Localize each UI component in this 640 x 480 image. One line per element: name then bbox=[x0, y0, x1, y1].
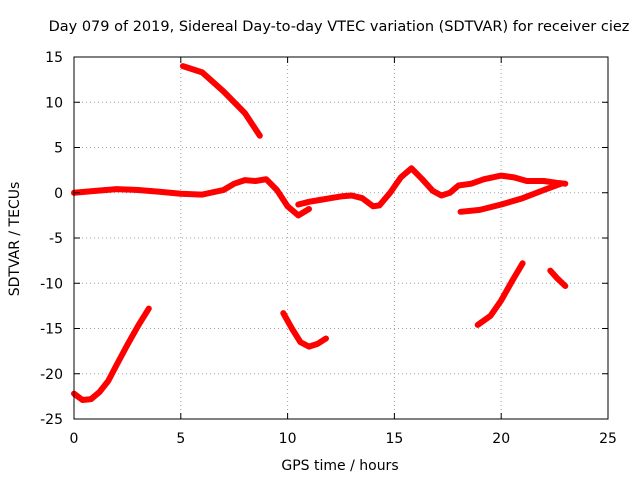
y-tick-label: -15 bbox=[40, 322, 63, 338]
series-trace-e bbox=[295, 165, 569, 210]
series-layer bbox=[71, 63, 569, 403]
x-tick-label: 15 bbox=[385, 431, 403, 447]
x-tick-label: 0 bbox=[70, 431, 79, 447]
y-tick-label: -25 bbox=[40, 412, 63, 428]
y-axis-label: SDTVAR / TECUs bbox=[7, 182, 23, 297]
x-tick-label: 25 bbox=[599, 431, 617, 447]
y-tick-label: 15 bbox=[45, 50, 63, 66]
series-trace-a bbox=[71, 305, 152, 403]
chart-title: Day 079 of 2019, Sidereal Day-to-day VTE… bbox=[49, 19, 630, 35]
x-tick-label: 10 bbox=[279, 431, 297, 447]
series-trace-g bbox=[474, 260, 526, 328]
series-trace-f bbox=[457, 180, 564, 215]
x-axis-label: GPS time / hours bbox=[281, 458, 398, 474]
x-tick-label: 5 bbox=[176, 431, 185, 447]
y-tick-label: -20 bbox=[40, 367, 63, 383]
series-trace-d bbox=[280, 310, 329, 350]
y-tick-label: 5 bbox=[54, 141, 63, 157]
series-trace-b bbox=[71, 176, 312, 219]
y-tick-label: -5 bbox=[49, 231, 63, 247]
series-trace-h bbox=[547, 267, 569, 289]
y-tick-label: -10 bbox=[40, 276, 63, 292]
axis-layer: 0 5 10 15 20 25 -25 -20 -15 -10 -5 0 5 10 15 bbox=[40, 50, 617, 447]
x-tick-label: 20 bbox=[492, 431, 510, 447]
series-trace-c bbox=[179, 63, 263, 139]
y-tick-label: 10 bbox=[45, 95, 63, 111]
y-tick-label: 0 bbox=[54, 186, 63, 202]
